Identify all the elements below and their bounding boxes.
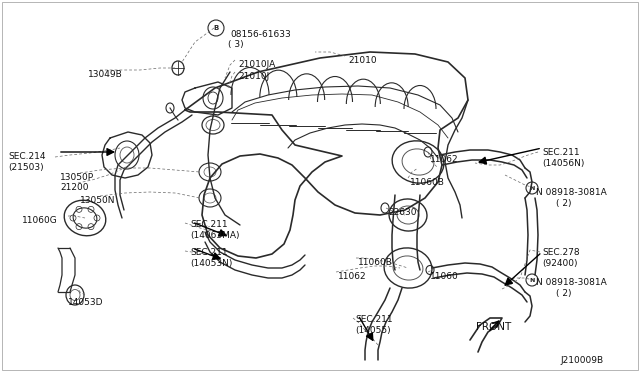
Text: 11060G: 11060G <box>22 216 58 225</box>
Text: ( 3): ( 3) <box>228 40 244 49</box>
Text: N 08918-3081A: N 08918-3081A <box>536 188 607 197</box>
Text: SEC.211: SEC.211 <box>542 148 580 157</box>
Text: (14055): (14055) <box>355 326 390 335</box>
Text: (14053N): (14053N) <box>190 259 232 268</box>
Text: 11060B: 11060B <box>410 178 445 187</box>
Text: 13050N: 13050N <box>80 196 115 205</box>
Text: 21200: 21200 <box>60 183 88 192</box>
Text: FRONT: FRONT <box>476 322 511 332</box>
Text: B: B <box>213 25 219 31</box>
Text: SEC.278: SEC.278 <box>542 248 580 257</box>
Text: 21010: 21010 <box>348 56 376 65</box>
Text: N: N <box>529 186 534 190</box>
Text: SEC.211: SEC.211 <box>190 248 228 257</box>
Text: SEC.211: SEC.211 <box>190 220 228 229</box>
Text: (14063MA): (14063MA) <box>190 231 239 240</box>
Text: 11060B: 11060B <box>358 258 393 267</box>
Text: 13050P: 13050P <box>60 173 94 182</box>
Text: (92400): (92400) <box>542 259 577 268</box>
Text: 21010JA: 21010JA <box>238 60 275 69</box>
Text: ( 2): ( 2) <box>556 199 572 208</box>
Text: J210009B: J210009B <box>560 356 603 365</box>
Text: 11060: 11060 <box>430 272 459 281</box>
Text: N: N <box>529 278 534 282</box>
Text: 11062: 11062 <box>430 155 459 164</box>
Text: ( 2): ( 2) <box>556 289 572 298</box>
Text: 08156-61633: 08156-61633 <box>230 30 291 39</box>
Text: (14056N): (14056N) <box>542 159 584 168</box>
Text: 14053D: 14053D <box>68 298 104 307</box>
Text: SEC.211: SEC.211 <box>355 315 392 324</box>
Text: 11062: 11062 <box>338 272 367 281</box>
Text: N 08918-3081A: N 08918-3081A <box>536 278 607 287</box>
Text: 21010J: 21010J <box>238 72 269 81</box>
Text: SEC.214: SEC.214 <box>8 152 45 161</box>
Text: 22630: 22630 <box>388 208 417 217</box>
Text: (21503): (21503) <box>8 163 44 172</box>
Text: 13049B: 13049B <box>88 70 123 79</box>
